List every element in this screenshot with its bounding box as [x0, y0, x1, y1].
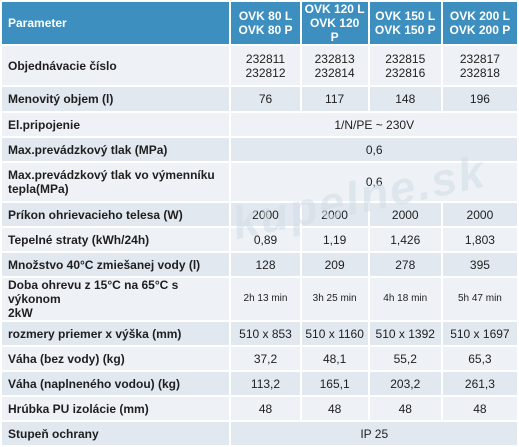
row-value: 232813 232814 [301, 46, 368, 85]
row-value: IP 25 [231, 422, 517, 445]
row-value: 510 x 1392 [369, 322, 441, 345]
row-value: 0,6 [231, 163, 517, 201]
table-row: Váha (naplneného vodou) (kg) 113,2 165,1 20… [2, 372, 517, 395]
row-value: 395 [442, 253, 517, 276]
row-label: Stupeň ochrany [2, 422, 230, 445]
row-value: 0,89 [231, 228, 300, 251]
row-label: Hrúbka PU izolácie (mm) [2, 397, 230, 420]
row-value: 2h 13 min [231, 278, 300, 320]
table-row: Množstvo 40°C zmiešanej vody (l) 128 209 27… [2, 253, 517, 276]
row-value: 2000 [369, 203, 441, 226]
row-value: 1/N/PE ~ 230V [231, 113, 517, 136]
table-row: Objednávacie číslo 232811 232812 232813 2328… [2, 46, 517, 85]
table-row: El.pripojenie 1/N/PE ~ 230V [2, 113, 517, 136]
row-label: Váha (bez vody) (kg) [2, 347, 230, 370]
row-value: 148 [369, 87, 441, 111]
header-model: OVK 80 L OVK 80 P [231, 2, 300, 44]
row-value: 55,2 [369, 347, 441, 370]
row-value: 65,3 [442, 347, 517, 370]
row-label: rozmery priemer x výška (mm) [2, 322, 230, 345]
table-row: Max.prevádzkový tlak (MPa) 0,6 [2, 138, 517, 161]
row-label: Množstvo 40°C zmiešanej vody (l) [2, 253, 230, 276]
row-value: 232815 232816 [369, 46, 441, 85]
table-row: Menovitý objem (l) 76 117 148 196 [2, 87, 517, 111]
row-label: Doba ohrevu z 15°C na 65°C s výkonom 2kW [2, 278, 230, 320]
row-value: 48 [442, 397, 517, 420]
row-value: 165,1 [301, 372, 368, 395]
row-label: Príkon ohrievacieho telesa (W) [2, 203, 230, 226]
row-value: 261,3 [442, 372, 517, 395]
header-model: OVK 150 L OVK 150 P [369, 2, 441, 44]
row-value: 128 [231, 253, 300, 276]
row-label: Max.prevádzkový tlak vo výmenníku tepla(M… [2, 163, 230, 201]
row-value: 2000 [231, 203, 300, 226]
row-value: 5h 47 min [442, 278, 517, 320]
header-row: Parameter OVK 80 L OVK 80 P OVK 120 L OVK … [2, 2, 517, 44]
row-value: 48 [301, 397, 368, 420]
row-value: 4h 18 min [369, 278, 441, 320]
row-value: 48 [231, 397, 300, 420]
table-row: Doba ohrevu z 15°C na 65°C s výkonom 2kW 2… [2, 278, 517, 320]
row-value: 510 x 1160 [301, 322, 368, 345]
row-value: 278 [369, 253, 441, 276]
row-value: 196 [442, 87, 517, 111]
row-value: 2000 [442, 203, 517, 226]
row-value: 1,19 [301, 228, 368, 251]
row-value: 76 [231, 87, 300, 111]
row-label: Objednávacie číslo [2, 46, 230, 85]
row-value: 1,426 [369, 228, 441, 251]
header-model: OVK 120 L OVK 120 P [301, 2, 368, 44]
row-value: 510 x 853 [231, 322, 300, 345]
row-label: Menovitý objem (l) [2, 87, 230, 111]
row-value: 37,2 [231, 347, 300, 370]
row-label: El.pripojenie [2, 113, 230, 136]
row-value: 209 [301, 253, 368, 276]
row-label: Max.prevádzkový tlak (MPa) [2, 138, 230, 161]
row-label: Váha (naplneného vodou) (kg) [2, 372, 230, 395]
table-row: Stupeň ochrany IP 25 [2, 422, 517, 445]
table-row: Váha (bez vody) (kg) 37,2 48,1 55,2 65,3 [2, 347, 517, 370]
row-value: 0,6 [231, 138, 517, 161]
table-row: rozmery priemer x výška (mm) 510 x 853 510… [2, 322, 517, 345]
header-model: OVK 200 L OVK 200 P [442, 2, 517, 44]
header-parameter: Parameter [2, 2, 230, 44]
row-value: 2000 [301, 203, 368, 226]
table-row: Tepelné straty (kWh/24h) 0,89 1,19 1,426 1,8… [2, 228, 517, 251]
row-value: 510 x 1697 [442, 322, 517, 345]
row-label: Tepelné straty (kWh/24h) [2, 228, 230, 251]
table-row: Príkon ohrievacieho telesa (W) 2000 2000 20… [2, 203, 517, 226]
row-value: 1,803 [442, 228, 517, 251]
row-value: 203,2 [369, 372, 441, 395]
table-row: Max.prevádzkový tlak vo výmenníku tepla(M… [2, 163, 517, 201]
row-value: 48 [369, 397, 441, 420]
row-value: 3h 25 min [301, 278, 368, 320]
row-value: 117 [301, 87, 368, 111]
row-value: 232817 232818 [442, 46, 517, 85]
row-value: 232811 232812 [231, 46, 300, 85]
row-value: 48,1 [301, 347, 368, 370]
table-row: Hrúbka PU izolácie (mm) 48 48 48 48 [2, 397, 517, 420]
row-value: 113,2 [231, 372, 300, 395]
